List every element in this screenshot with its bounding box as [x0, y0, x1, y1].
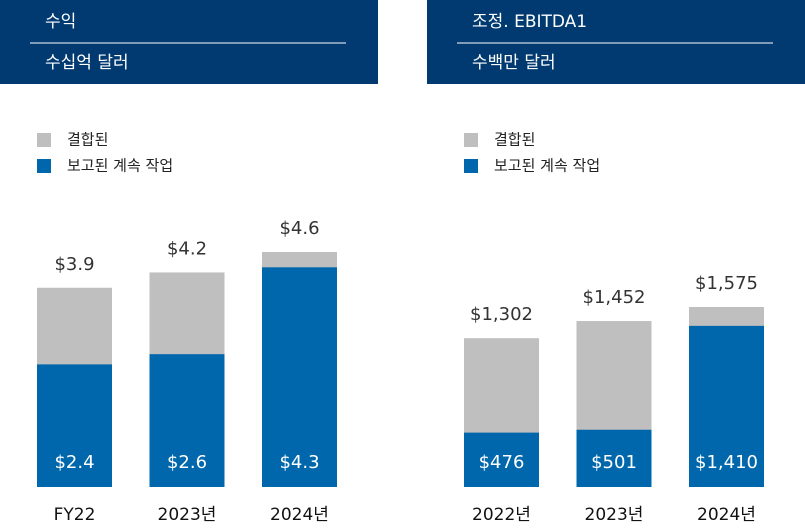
- header-box: [0, 0, 378, 84]
- legend-swatch: [37, 159, 51, 173]
- value-label: $2.4: [54, 452, 94, 473]
- legend-label: 보고된 계속 작업: [494, 157, 600, 175]
- x-tick-label: 2024년: [697, 505, 756, 525]
- chart-subtitle: 수백만 달러: [472, 53, 556, 73]
- bar: [689, 325, 764, 487]
- bar: [262, 267, 337, 487]
- total-label: $1,575: [695, 273, 758, 294]
- value-label: $476: [479, 452, 525, 473]
- total-label: $4.6: [279, 218, 319, 239]
- legend-swatch: [464, 133, 478, 147]
- total-label: $1,302: [470, 304, 533, 325]
- legend-label: 결합된: [67, 131, 108, 149]
- x-tick-label: 2024년: [270, 505, 329, 525]
- x-tick-label: 2022년: [472, 505, 531, 525]
- header-box: [427, 0, 805, 84]
- bar: [149, 354, 225, 487]
- chart-title: 조정. EBITDA1: [472, 12, 587, 32]
- x-tick-label: 2023년: [585, 505, 644, 525]
- value-label: $4.3: [279, 452, 319, 473]
- legend-label: 보고된 계속 작업: [67, 157, 173, 175]
- bar: [576, 429, 652, 487]
- legend-swatch: [37, 133, 51, 147]
- total-label: $4.2: [167, 238, 207, 259]
- chart-title: 수익: [45, 12, 76, 32]
- bar: [464, 432, 539, 487]
- x-tick-label: 2023년: [158, 505, 217, 525]
- chart-subtitle: 수십억 달러: [45, 53, 129, 73]
- total-label: $3.9: [54, 254, 94, 275]
- legend-label: 결합된: [494, 131, 535, 149]
- value-label: $501: [591, 452, 637, 473]
- value-label: $2.6: [167, 452, 207, 473]
- legend-swatch: [464, 159, 478, 173]
- bar: [37, 364, 112, 487]
- value-label: $1,410: [695, 452, 758, 473]
- total-label: $1,452: [583, 287, 646, 308]
- x-tick-label: FY22: [54, 505, 96, 525]
